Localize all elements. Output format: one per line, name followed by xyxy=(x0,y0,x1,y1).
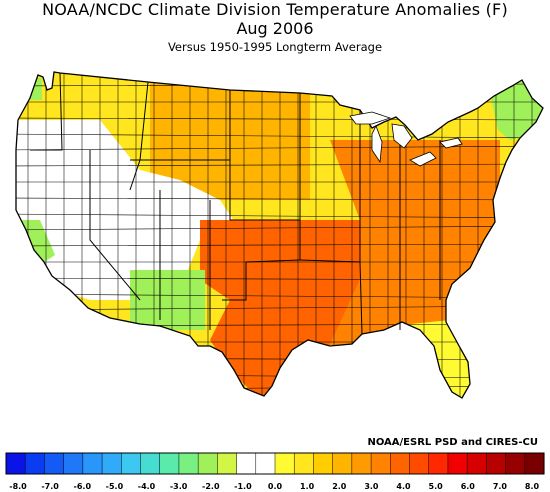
legend-bin xyxy=(447,452,468,475)
legend-frame xyxy=(5,452,545,475)
legend-bin xyxy=(236,452,257,475)
legend-bin xyxy=(351,452,372,475)
legend-tick-label: -7.0 xyxy=(41,482,59,491)
legend-tick-label: 3.0 xyxy=(364,482,379,491)
legend-bin xyxy=(255,452,276,475)
data-credit: NOAA/ESRL PSD and CIRES-CU xyxy=(367,437,538,448)
legend-tick-label: 2.0 xyxy=(332,482,347,491)
legend-tick-label: -3.0 xyxy=(170,482,188,491)
legend-tick-label: -2.0 xyxy=(202,482,220,491)
us-anomaly-map xyxy=(15,71,544,399)
legend-bin xyxy=(217,452,238,475)
legend-tick-label: 8.0 xyxy=(525,482,540,491)
legend-color-bins xyxy=(5,452,545,475)
legend-tick-label: -1.0 xyxy=(234,482,252,491)
legend-bin xyxy=(24,452,45,475)
legend-bin xyxy=(313,452,334,475)
legend-bin xyxy=(159,452,180,475)
legend-bin xyxy=(274,452,295,475)
legend-bin xyxy=(63,452,84,475)
legend-bin xyxy=(140,452,161,475)
legend-bin xyxy=(82,452,103,475)
legend-bin xyxy=(466,452,487,475)
legend-tick-label: -8.0 xyxy=(9,482,27,491)
legend-bin xyxy=(409,452,430,475)
legend-bin xyxy=(524,452,545,475)
legend-tick-label: 1.0 xyxy=(300,482,315,491)
legend-bin xyxy=(332,452,353,475)
region-great-basin xyxy=(16,120,240,300)
state-boundaries xyxy=(30,72,441,335)
legend-bin xyxy=(5,452,26,475)
legend-tick-label: -4.0 xyxy=(138,482,156,491)
legend-bin xyxy=(428,452,449,475)
legend-tick-label: -5.0 xyxy=(106,482,124,491)
legend-bin xyxy=(178,452,199,475)
legend-tick-label: 0.0 xyxy=(268,482,283,491)
region-arizona-new-mexico xyxy=(130,270,205,330)
legend-bin xyxy=(293,452,314,475)
great-lakes xyxy=(349,111,463,167)
legend-tick-label: 5.0 xyxy=(429,482,444,491)
map-title: NOAA/NCDC Climate Division Temperature A… xyxy=(42,0,508,19)
legend-bin xyxy=(121,452,142,475)
legend-bin xyxy=(486,452,507,475)
legend-bin xyxy=(197,452,218,475)
map-subtitle: Versus 1950-1995 Longterm Average xyxy=(167,40,383,54)
legend-tick-label: -6.0 xyxy=(74,482,92,491)
region-southeast xyxy=(330,140,500,345)
legend-bin xyxy=(390,452,411,475)
legend-bin xyxy=(370,452,391,475)
legend-tick-labels: -8.0 -7.0 -6.0 -5.0 -4.0 -3.0 -2.0 -1.0 0.0 1.0 2.… xyxy=(9,482,539,491)
legend-tick-label: 4.0 xyxy=(396,482,411,491)
legend-tick-label: 7.0 xyxy=(493,482,508,491)
legend-bin xyxy=(44,452,65,475)
legend-tick-label: 6.0 xyxy=(461,482,476,491)
legend-bin xyxy=(101,452,122,475)
map-period: Aug 2006 xyxy=(236,19,314,38)
legend-bin xyxy=(505,452,526,475)
